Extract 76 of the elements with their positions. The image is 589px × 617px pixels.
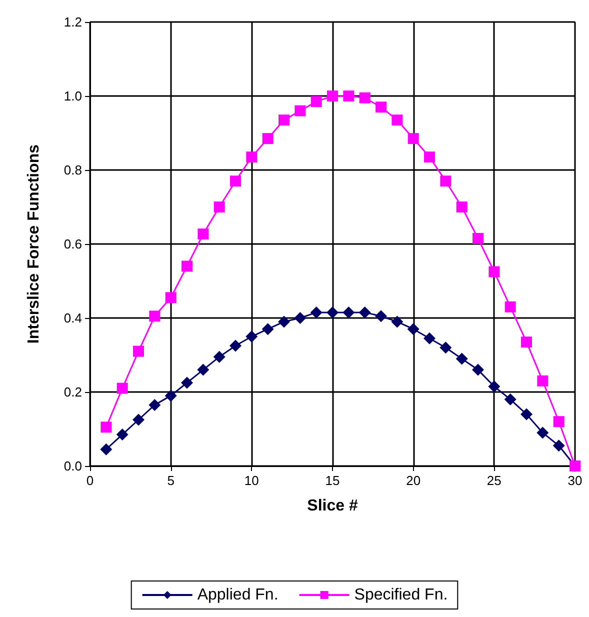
point — [246, 152, 258, 163]
point — [149, 310, 160, 322]
point — [456, 202, 468, 212]
point — [521, 336, 532, 348]
point — [262, 323, 274, 336]
point — [165, 292, 176, 304]
point — [504, 301, 516, 312]
x-tick-label: 5 — [167, 473, 174, 488]
legend-label: Applied Fn. — [197, 586, 278, 604]
point — [148, 398, 161, 411]
y-tick-label: 0.2 — [64, 384, 82, 400]
point — [230, 340, 242, 352]
x-tick-label: 10 — [244, 473, 259, 488]
y-tick-label: 0.4 — [64, 310, 82, 326]
point — [246, 330, 258, 342]
y-axis-title: Interslice Force Functions — [26, 144, 42, 344]
point — [181, 376, 193, 389]
x-tick-label: 30 — [568, 473, 582, 488]
point — [408, 133, 419, 144]
legend-label: Specified Fn. — [354, 586, 448, 604]
point — [520, 408, 532, 420]
point — [440, 342, 452, 354]
point — [472, 232, 484, 244]
point — [392, 114, 403, 126]
point — [326, 306, 338, 318]
point — [100, 422, 112, 433]
y-tick-label: 0.0 — [64, 458, 82, 474]
point — [536, 426, 549, 439]
point — [537, 375, 548, 386]
point — [488, 266, 500, 278]
point — [440, 176, 452, 187]
point — [407, 323, 420, 336]
point — [424, 332, 436, 344]
x-tick-label: 25 — [486, 473, 502, 488]
point — [230, 176, 241, 187]
point — [164, 390, 177, 402]
point — [310, 306, 322, 318]
y-tick-label: 0.6 — [64, 236, 82, 252]
point — [294, 105, 306, 116]
point — [359, 92, 370, 104]
point — [116, 428, 128, 441]
y-tick-label: 0.8 — [64, 162, 82, 178]
y-tick-label: 1.2 — [64, 14, 82, 30]
point — [100, 443, 112, 456]
point — [343, 90, 354, 102]
point — [213, 350, 226, 363]
point — [116, 382, 128, 394]
point — [552, 440, 565, 452]
point — [376, 102, 386, 113]
point — [342, 306, 355, 318]
point — [327, 90, 338, 102]
x-axis-title: Slice # — [307, 498, 358, 514]
point — [391, 316, 404, 328]
point — [456, 352, 468, 365]
point — [424, 152, 435, 163]
point — [278, 316, 290, 328]
point — [294, 312, 306, 324]
point — [553, 416, 564, 428]
point — [504, 393, 516, 406]
point — [198, 228, 209, 240]
point — [214, 202, 225, 212]
x-tick-label: 15 — [325, 473, 340, 488]
point — [133, 346, 144, 357]
point — [375, 310, 387, 322]
point — [310, 96, 322, 108]
y-tick-label: 1.0 — [64, 88, 82, 104]
x-tick-label: 20 — [406, 473, 421, 488]
point — [472, 364, 484, 376]
point — [488, 380, 500, 392]
point — [182, 260, 192, 272]
point — [197, 364, 210, 376]
point — [358, 306, 371, 318]
point — [262, 133, 274, 144]
point — [278, 114, 290, 126]
x-tick-label: 0 — [86, 473, 94, 488]
point — [132, 414, 144, 426]
